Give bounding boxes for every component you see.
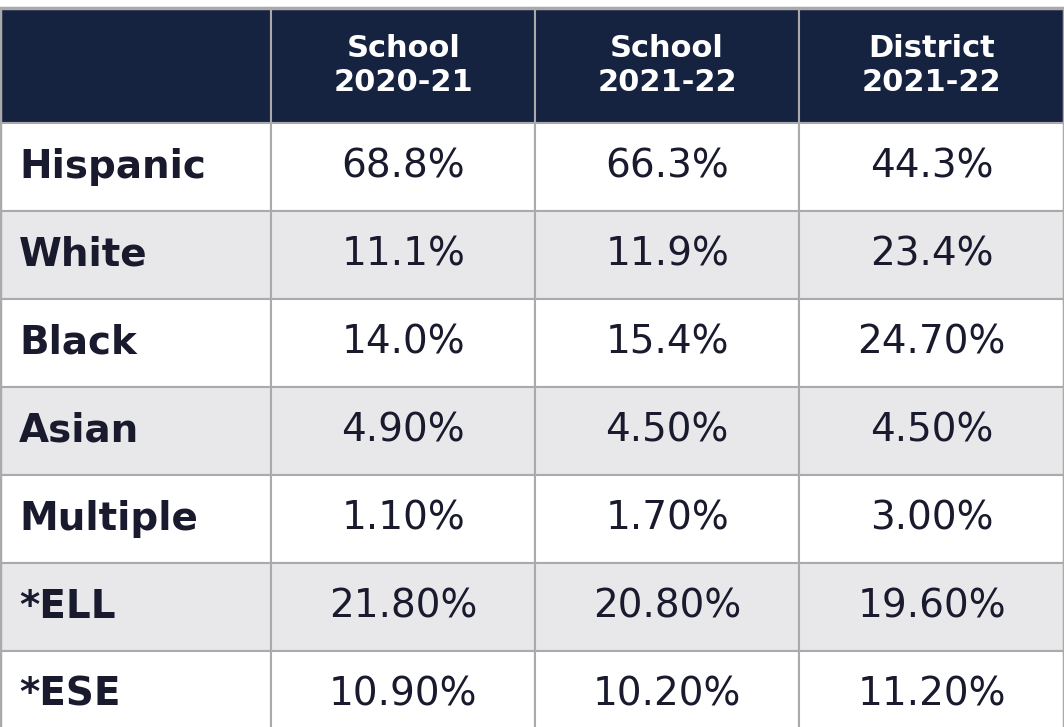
Bar	[0, 211, 271, 299]
Text: 2020-21: 2020-21	[333, 68, 473, 97]
Text: 11.20%: 11.20%	[858, 676, 1005, 714]
Bar	[799, 387, 1064, 475]
Text: 4.50%: 4.50%	[605, 412, 729, 450]
Text: 3.00%: 3.00%	[869, 500, 994, 538]
Bar	[535, 651, 799, 727]
Text: 1.70%: 1.70%	[605, 500, 729, 538]
Text: 20.80%: 20.80%	[593, 588, 742, 626]
Bar	[271, 299, 535, 387]
Text: 4.50%: 4.50%	[870, 412, 993, 450]
Bar	[271, 563, 535, 651]
Bar	[799, 211, 1064, 299]
Text: District: District	[868, 33, 995, 63]
Bar	[799, 8, 1064, 123]
Text: 10.20%: 10.20%	[593, 676, 742, 714]
Bar	[535, 475, 799, 563]
Text: 24.70%: 24.70%	[858, 324, 1005, 362]
Text: 15.4%: 15.4%	[605, 324, 729, 362]
Bar	[0, 299, 271, 387]
Bar	[535, 387, 799, 475]
Bar	[271, 211, 535, 299]
Text: White: White	[19, 236, 148, 274]
Text: 66.3%: 66.3%	[605, 148, 729, 186]
Text: Multiple: Multiple	[19, 500, 198, 538]
Bar	[0, 651, 271, 727]
Text: 14.0%: 14.0%	[342, 324, 465, 362]
Bar	[271, 475, 535, 563]
Bar	[0, 123, 271, 211]
Text: School: School	[610, 33, 725, 63]
Text: 23.4%: 23.4%	[869, 236, 994, 274]
Bar	[535, 211, 799, 299]
Bar	[0, 563, 271, 651]
Bar	[799, 299, 1064, 387]
Bar	[271, 123, 535, 211]
Bar	[535, 8, 799, 123]
Bar	[799, 563, 1064, 651]
Text: 2021-22: 2021-22	[862, 68, 1001, 97]
Text: 44.3%: 44.3%	[869, 148, 994, 186]
Text: 21.80%: 21.80%	[329, 588, 478, 626]
Text: *ESE: *ESE	[19, 676, 120, 714]
Bar	[799, 651, 1064, 727]
Text: School: School	[346, 33, 461, 63]
Text: 1.10%: 1.10%	[342, 500, 465, 538]
Bar	[0, 475, 271, 563]
Text: Black: Black	[19, 324, 137, 362]
Text: 68.8%: 68.8%	[342, 148, 465, 186]
Bar	[535, 123, 799, 211]
Bar	[0, 387, 271, 475]
Bar	[799, 123, 1064, 211]
Text: 4.90%: 4.90%	[342, 412, 465, 450]
Text: 11.1%: 11.1%	[342, 236, 465, 274]
Bar	[271, 651, 535, 727]
Bar	[271, 387, 535, 475]
Bar	[535, 563, 799, 651]
Bar	[0, 8, 271, 123]
Text: Hispanic: Hispanic	[19, 148, 206, 186]
Text: Asian: Asian	[19, 412, 139, 450]
Bar	[271, 8, 535, 123]
Text: 19.60%: 19.60%	[858, 588, 1005, 626]
Text: 11.9%: 11.9%	[605, 236, 729, 274]
Bar	[799, 475, 1064, 563]
Text: 2021-22: 2021-22	[597, 68, 737, 97]
Bar	[535, 299, 799, 387]
Text: 10.90%: 10.90%	[329, 676, 478, 714]
Text: *ELL: *ELL	[19, 588, 116, 626]
